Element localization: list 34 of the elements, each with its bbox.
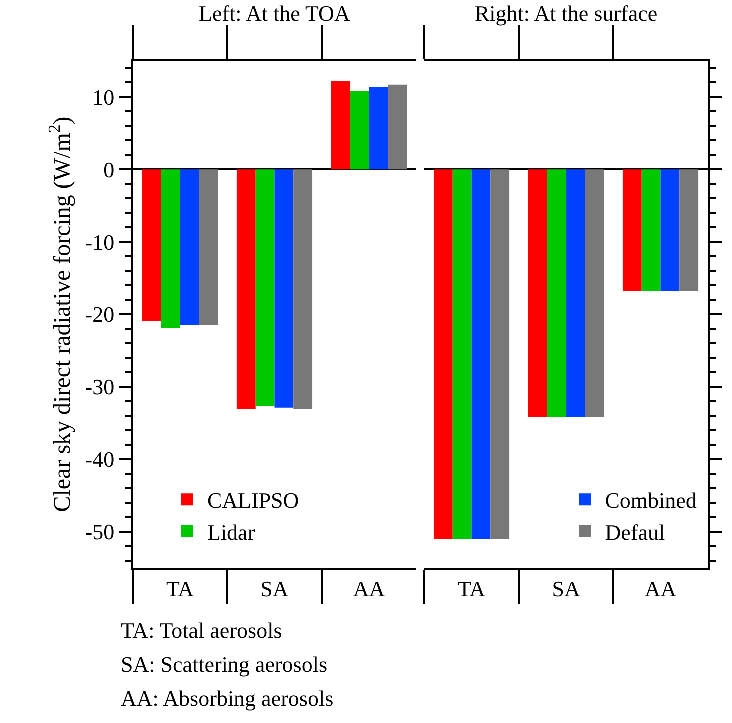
x-tick-label: AA xyxy=(353,576,386,602)
legend-label: Lidar xyxy=(208,520,256,545)
y-tick-label: 0 xyxy=(104,157,115,182)
bar xyxy=(274,170,294,408)
legend-label: Combined xyxy=(605,488,697,514)
x-tick-label: AA xyxy=(644,576,677,602)
bar xyxy=(350,91,370,170)
y-tick-label: -10 xyxy=(85,230,115,255)
y-tick-label: -40 xyxy=(85,447,115,472)
bar xyxy=(369,87,388,170)
bar xyxy=(161,170,180,328)
legend-label: Defaul xyxy=(605,520,666,545)
bar xyxy=(256,170,275,406)
chart-title: Right: At the surface xyxy=(475,1,658,26)
bar xyxy=(236,170,256,410)
bar xyxy=(142,170,162,322)
text: TA: Total aerosols xyxy=(121,618,282,643)
bar xyxy=(388,84,408,170)
bar xyxy=(331,81,350,170)
bar xyxy=(294,170,313,410)
x-tick-label: TA xyxy=(166,576,194,602)
y-tick-label: -20 xyxy=(85,302,115,328)
chart-title: Left: At the TOA xyxy=(199,1,350,26)
x-tick-label: TA xyxy=(458,576,486,602)
y-tick-label: -30 xyxy=(85,374,115,400)
x-tick-label: SA xyxy=(260,576,289,602)
text: SA: Scattering aerosols xyxy=(121,652,328,677)
y-tick-label: -50 xyxy=(85,519,115,544)
bar xyxy=(180,170,200,326)
bar xyxy=(199,170,218,326)
x-tick-label: SA xyxy=(552,576,580,602)
y-tick-label: 10 xyxy=(92,84,115,110)
text: AA: Absorbing aerosols xyxy=(121,686,334,711)
legend-label: CALIPSO xyxy=(208,488,300,514)
